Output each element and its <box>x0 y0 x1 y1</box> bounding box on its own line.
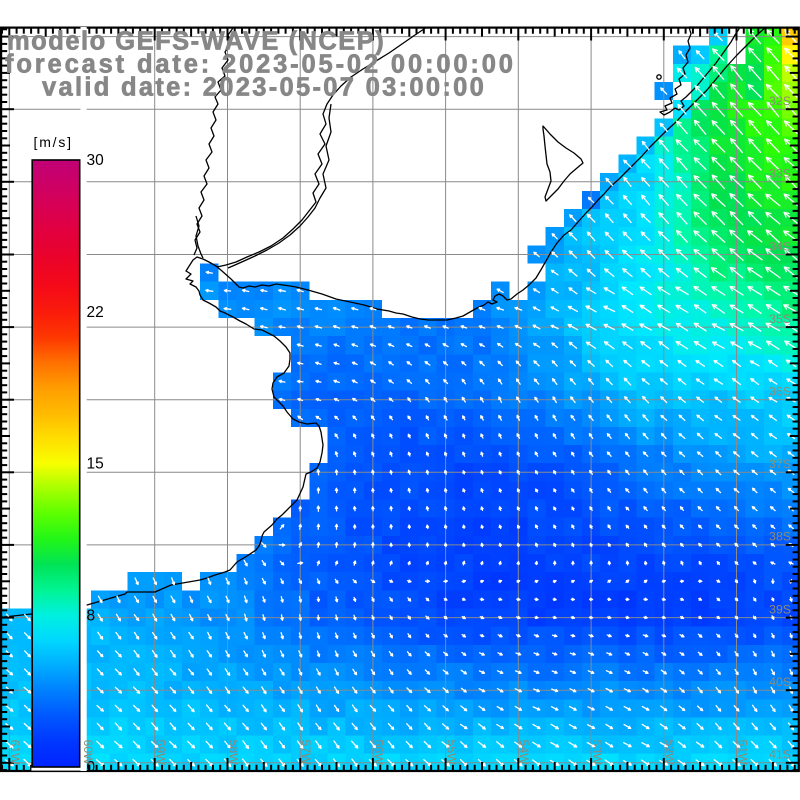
svg-text:33S: 33S <box>769 167 791 181</box>
svg-text:modelo GEFS-WAVE (NCEP): modelo GEFS-WAVE (NCEP) <box>7 28 385 56</box>
svg-text:[m/s]: [m/s] <box>34 134 73 150</box>
svg-text:8: 8 <box>87 608 96 625</box>
svg-text:51W: 51W <box>735 740 749 766</box>
svg-text:39S: 39S <box>769 602 791 616</box>
svg-text:valid date: 2023-05-07 03:00:0: valid date: 2023-05-07 03:00:00 <box>42 74 486 102</box>
svg-text:15: 15 <box>87 456 104 473</box>
svg-text:60W: 60W <box>81 740 95 766</box>
svg-text:34S: 34S <box>769 239 791 253</box>
svg-text:55W: 55W <box>444 740 458 766</box>
svg-text:22: 22 <box>87 304 104 321</box>
svg-text:0: 0 <box>87 759 96 776</box>
svg-text:57W: 57W <box>299 740 313 766</box>
svg-text:54W: 54W <box>517 740 531 766</box>
svg-text:53W: 53W <box>590 740 604 766</box>
svg-text:56W: 56W <box>372 740 386 766</box>
svg-text:52W: 52W <box>663 740 677 766</box>
svg-text:58W: 58W <box>226 740 240 766</box>
svg-text:30: 30 <box>87 152 105 169</box>
svg-text:36S: 36S <box>769 385 791 399</box>
svg-text:41S: 41S <box>769 748 791 762</box>
svg-text:38S: 38S <box>769 530 791 544</box>
svg-text:59W: 59W <box>154 740 168 766</box>
svg-text:40S: 40S <box>769 675 791 689</box>
svg-text:32S: 32S <box>769 94 791 108</box>
svg-text:35S: 35S <box>769 312 791 326</box>
svg-text:61W: 61W <box>8 740 22 766</box>
svg-text:forecast date: 2023-05-02 00:0: forecast date: 2023-05-02 00:00:00 <box>5 51 516 79</box>
svg-text:37S: 37S <box>769 457 791 471</box>
